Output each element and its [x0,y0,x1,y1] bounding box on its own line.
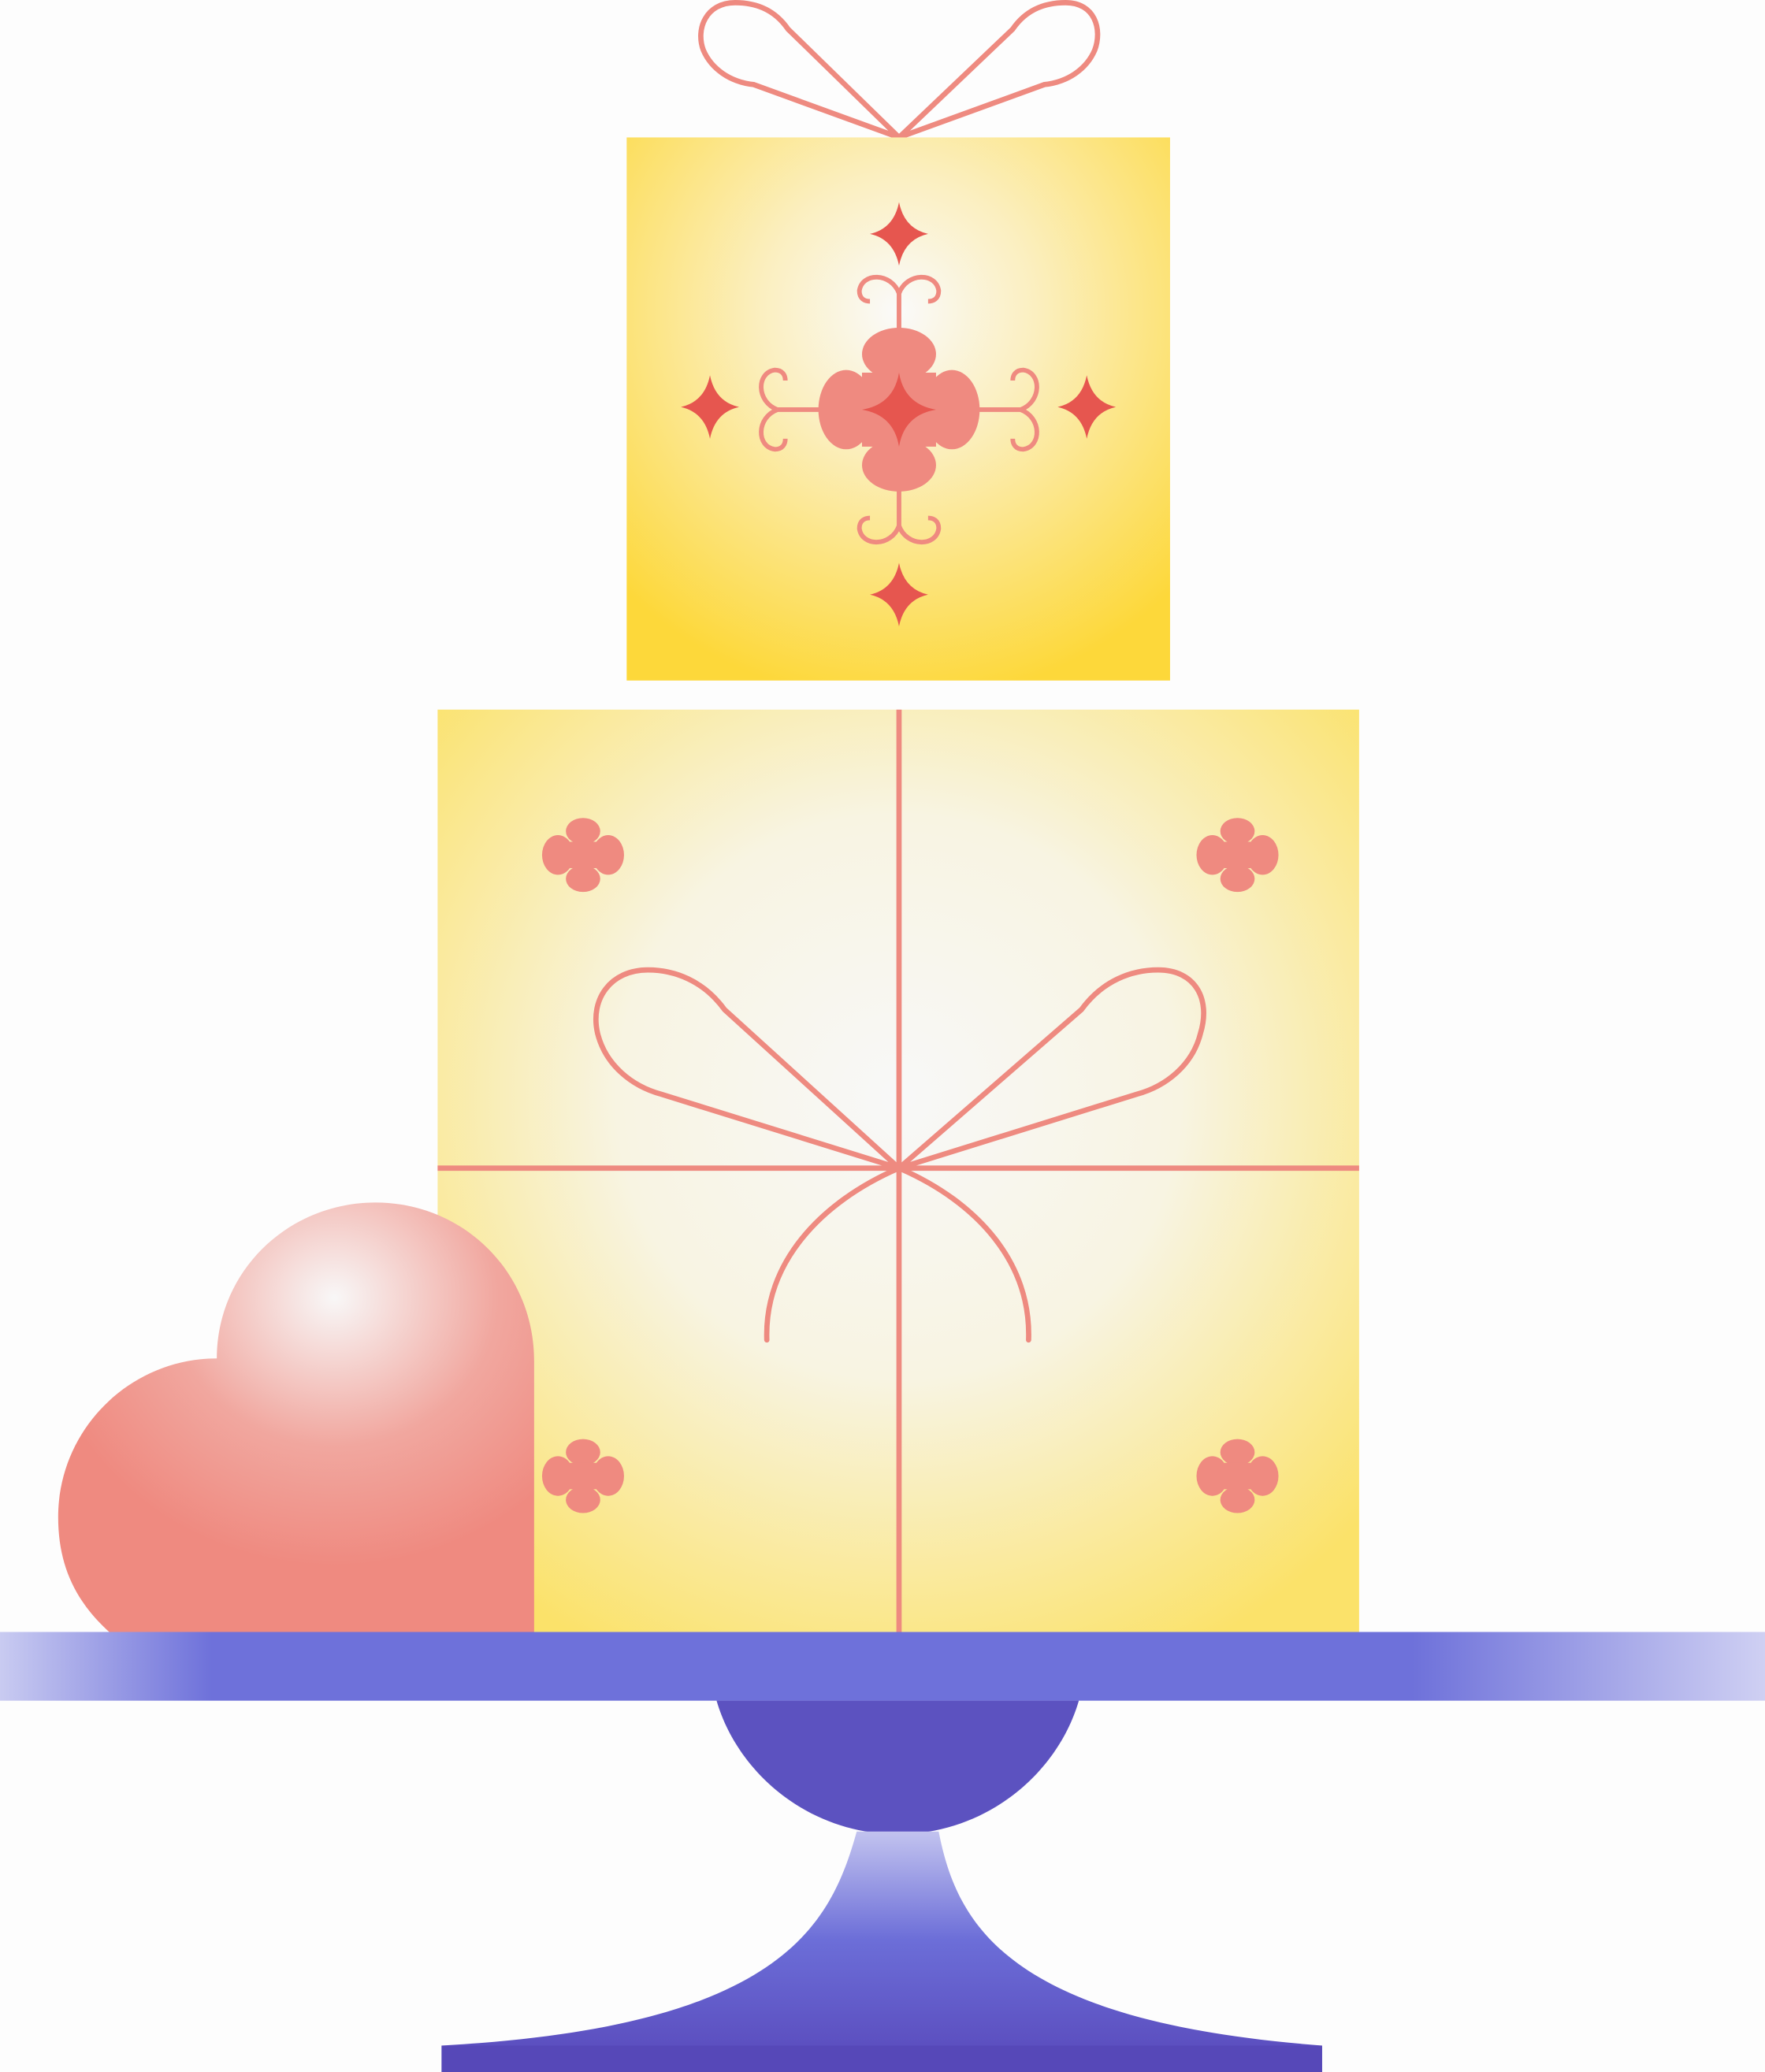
top-ribbon-bow [698,0,1101,140]
heart-icon [58,1202,534,1636]
cake-stand [0,1632,1765,2072]
center-clover-icon [818,327,980,492]
large-gift-box [437,709,1359,1632]
ribbon-bow [593,967,1206,1343]
small-gift-box [626,137,1170,681]
